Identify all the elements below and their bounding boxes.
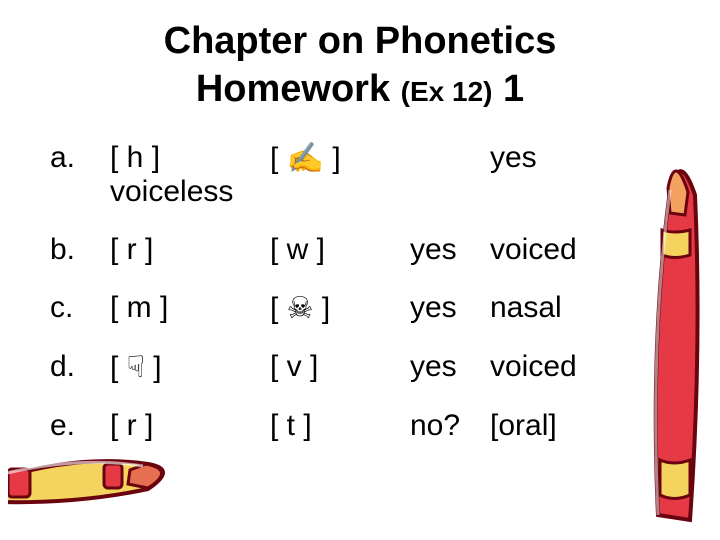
crayon-left-icon [8,424,178,514]
row-ipa2: [ v ] [270,350,410,384]
table-row: d. [ ☟ ] [ v ] yes voiced [50,350,670,385]
row-yes: yes [410,350,490,384]
row-ipa2: [ t ] [270,409,410,443]
row-letter: a. [50,141,110,175]
phonetics-table: a. [ h ] voiceless [ ✍ ] yes b. [ r ] [ … [50,141,670,443]
row-letter: d. [50,350,110,384]
row-yes: yes [410,233,490,267]
table-row: a. [ h ] voiceless [ ✍ ] yes [50,141,670,209]
row-ipa2: [ ✍ ] [270,141,410,176]
row-ipa2: [ ☠ ] [270,291,410,326]
slide-title: Chapter on Phonetics Homework (Ex 12) 1 [0,0,720,113]
row-ipa1: [ m ] [110,291,270,325]
row-ipa1: [ r ] [110,233,270,267]
title-line1: Chapter on Phonetics [0,18,720,66]
title-line2: Homework (Ex 12) 1 [0,66,720,114]
table-row: b. [ r ] [ w ] yes voiced [50,233,670,267]
row-yes: no? [410,409,490,443]
crayon-right-icon [640,160,710,530]
table-row: c. [ m ] [ ☠ ] yes nasal [50,291,670,326]
row-yes: yes [410,291,490,325]
row-ipa2: [ w ] [270,233,410,267]
row-letter: b. [50,233,110,267]
row-ipa1: [ ☟ ] [110,350,270,385]
row-ipa1: [ h ] voiceless [110,141,270,209]
row-letter: c. [50,291,110,325]
row-sublabel: voiceless [110,175,270,209]
